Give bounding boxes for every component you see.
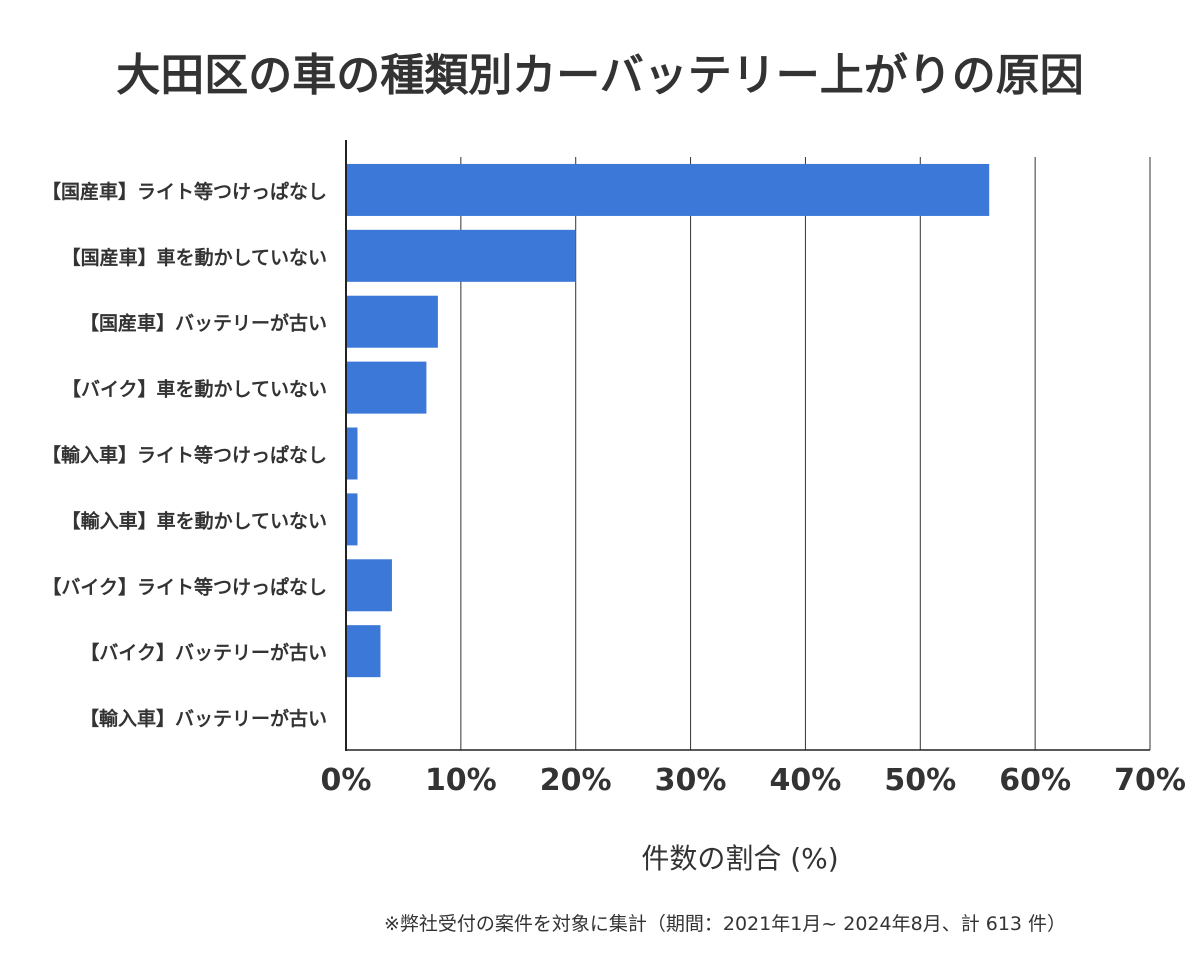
x-tick-label: 10% xyxy=(425,763,497,798)
footnote: ※弊社受付の案件を対象に集計（期間：2021年1月~ 2024年8月、計 613… xyxy=(384,913,1066,935)
chart-title: 大田区の車の種類別カーバッテリー上がりの原因 xyxy=(116,50,1084,101)
bars xyxy=(346,163,990,678)
category-label: 【輸入車】ライト等つけっぱなし xyxy=(42,444,327,467)
x-tick-labels: 0% 10% 20% 30% 40% 50% 60% 70% xyxy=(321,763,1186,798)
x-tick-label: 40% xyxy=(770,763,842,798)
category-label: 【バイク】ライト等つけっぱなし xyxy=(42,575,327,598)
category-label: 【国産車】車を動かしていない xyxy=(62,246,327,269)
category-label: 【国産車】バッテリーが古い xyxy=(80,312,327,335)
category-label: 【国産車】ライト等つけっぱなし xyxy=(42,180,327,203)
bar xyxy=(346,295,438,348)
category-label: 【バイク】車を動かしていない xyxy=(62,378,327,401)
category-label: 【バイク】バッテリーが古い xyxy=(80,641,327,664)
bar xyxy=(346,493,358,546)
x-tick-label: 0% xyxy=(321,763,372,798)
x-axis-label: 件数の割合 (%) xyxy=(641,842,838,875)
x-tick-label: 70% xyxy=(1114,763,1186,798)
bar xyxy=(346,229,576,282)
bar xyxy=(346,163,990,216)
x-tick-label: 20% xyxy=(540,763,612,798)
bar xyxy=(346,427,358,480)
bar xyxy=(346,361,427,414)
bar xyxy=(346,559,392,612)
category-label: 【輸入車】車を動かしていない xyxy=(62,509,327,532)
x-tick-label: 60% xyxy=(999,763,1071,798)
x-tick-label: 30% xyxy=(655,763,727,798)
category-label: 【輸入車】バッテリーが古い xyxy=(80,707,327,730)
bar xyxy=(346,625,381,678)
category-labels: 【国産車】ライト等つけっぱなし【国産車】車を動かしていない【国産車】バッテリーが… xyxy=(42,180,327,730)
x-tick-label: 50% xyxy=(884,763,956,798)
